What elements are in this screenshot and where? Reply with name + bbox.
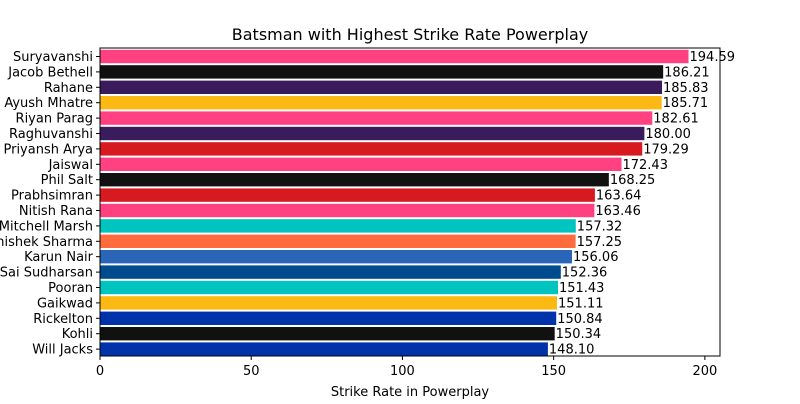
bar-value-label: 168.25 <box>610 173 656 188</box>
bar-value-label: 185.71 <box>663 96 709 111</box>
x-axis-ticks: 0 50 100 150 200 <box>96 356 717 379</box>
bar <box>100 342 548 356</box>
bar <box>100 142 643 156</box>
bar-value-label: 157.32 <box>577 219 623 234</box>
y-tick-label: Rahane <box>44 81 93 96</box>
y-tick-label: Prabhsimran <box>11 189 93 204</box>
bar-value-label: 152.36 <box>562 266 608 281</box>
y-tick-label: Phil Salt <box>41 173 93 188</box>
y-tick-label: Karun Nair <box>24 250 94 265</box>
y-tick-label: Rickelton <box>33 312 93 327</box>
bar-value-label: 157.25 <box>577 235 623 250</box>
bar <box>100 80 663 94</box>
bar <box>100 280 558 295</box>
y-tick-label: Nitish Rana <box>19 204 93 219</box>
x-tick-label: 50 <box>243 364 260 379</box>
bar <box>100 49 689 64</box>
bar <box>100 173 609 187</box>
bar <box>100 111 653 125</box>
y-tick-label: Abhishek Sharma <box>0 235 93 250</box>
y-tick-label: Will Jacks <box>32 343 93 358</box>
bar <box>100 219 576 233</box>
y-tick-label: Riyan Parag <box>16 112 93 127</box>
bar-value-label: 151.11 <box>558 296 604 311</box>
bar-value-label: 163.46 <box>595 204 641 219</box>
x-tick-label: 150 <box>541 364 566 379</box>
bar-value-label: 156.06 <box>573 250 619 265</box>
bar-value-label: 180.00 <box>645 127 691 142</box>
bar <box>100 234 576 248</box>
bar-value-label: 151.43 <box>559 281 605 296</box>
bar-value-label: 194.59 <box>690 50 736 65</box>
y-tick-label: Gaikwad <box>37 296 93 311</box>
y-tick-label: Ayush Mhatre <box>4 96 93 111</box>
bar <box>100 265 561 279</box>
plot-frame <box>99 47 721 357</box>
x-axis-label: Strike Rate in Powerplay <box>331 385 490 400</box>
bar-value-label: 172.43 <box>622 158 668 173</box>
bar-value-label: 148.10 <box>549 343 595 358</box>
bar-value-label: 150.34 <box>556 327 602 342</box>
bar-value-label: 150.84 <box>557 312 603 327</box>
bar <box>100 157 622 171</box>
bar <box>100 311 557 325</box>
bar-value-label: 182.61 <box>653 112 699 127</box>
bar <box>100 126 645 141</box>
y-tick-label: Jacob Bethell <box>7 65 93 80</box>
y-tick-label: Suryavanshi <box>13 50 93 65</box>
y-tick-label: Jaiswal <box>48 158 93 173</box>
y-tick-label: Pooran <box>48 281 93 296</box>
bar-value-label: 186.21 <box>664 65 710 80</box>
x-tick-label: 0 <box>96 364 104 379</box>
y-tick-label: Kohli <box>62 327 93 342</box>
bar-value-label: 179.29 <box>643 142 689 157</box>
bars-layer <box>100 49 689 356</box>
bar <box>100 65 664 79</box>
y-tick-label: Sai Sudharsan <box>0 266 93 281</box>
bar <box>100 96 662 110</box>
chart-title: Batsman with Highest Strike Rate Powerpl… <box>232 25 588 44</box>
bar-value-label: 163.64 <box>596 189 642 204</box>
bar <box>100 296 558 310</box>
bar <box>100 203 595 218</box>
bar <box>100 188 595 202</box>
y-tick-label: Priyansh Arya <box>3 142 93 157</box>
x-tick-label: 200 <box>692 364 717 379</box>
x-tick-label: 100 <box>390 364 415 379</box>
y-tick-label: Raghuvanshi <box>9 127 93 142</box>
bar <box>100 250 572 264</box>
bar-value-label: 185.83 <box>663 81 709 96</box>
data-labels-layer: 194.59186.21185.83185.71182.61180.00179.… <box>549 50 735 358</box>
y-tick-label: Mitchell Marsh <box>0 219 93 234</box>
bar <box>100 327 555 341</box>
